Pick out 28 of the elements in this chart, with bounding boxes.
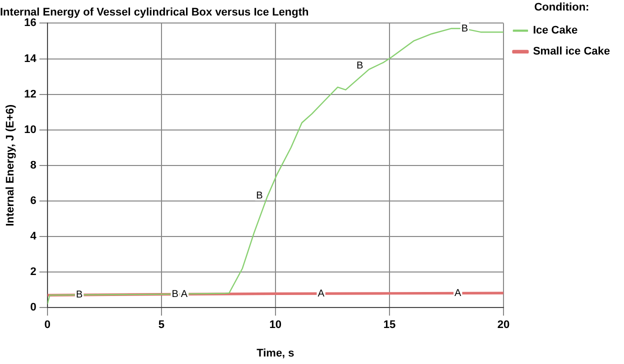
annotation: A <box>454 288 462 299</box>
y-tick-label: 16 <box>24 17 36 30</box>
y-tick-label: 12 <box>24 88 36 100</box>
y-axis-title: Internal Energy, J (E+6) <box>4 104 17 226</box>
y-tick-label: 10 <box>24 124 36 136</box>
x-tick-label: 15 <box>383 319 396 332</box>
legend-label: Ice Cake <box>532 24 578 37</box>
chart-title: Internal Energy of Vessel cylindrical Box versus Ice Length <box>0 6 310 19</box>
annotation: B <box>172 288 179 300</box>
y-tick-label: 4 <box>30 230 38 243</box>
x-tick-label: 10 <box>269 319 282 332</box>
y-tick-label: 6 <box>30 194 36 207</box>
annotation: B <box>461 23 468 34</box>
y-tick-label: 2 <box>30 266 36 278</box>
annotation: A <box>180 288 188 300</box>
annotation: B <box>356 60 364 72</box>
x-tick-label: 5 <box>158 319 164 332</box>
y-tick-label: 8 <box>30 159 36 172</box>
y-tick-label: 14 <box>24 52 38 65</box>
x-tick-label: 20 <box>497 319 510 332</box>
x-tick-label: 0 <box>44 319 50 332</box>
annotation: A <box>318 288 325 300</box>
annotation: B <box>76 290 84 301</box>
legend-label: Small ice Cake <box>532 46 610 58</box>
x-axis-title: Time, s <box>256 347 294 360</box>
y-tick-label: 0 <box>30 302 36 314</box>
annotation: B <box>256 190 264 202</box>
legend-title: Condition: <box>534 2 590 14</box>
